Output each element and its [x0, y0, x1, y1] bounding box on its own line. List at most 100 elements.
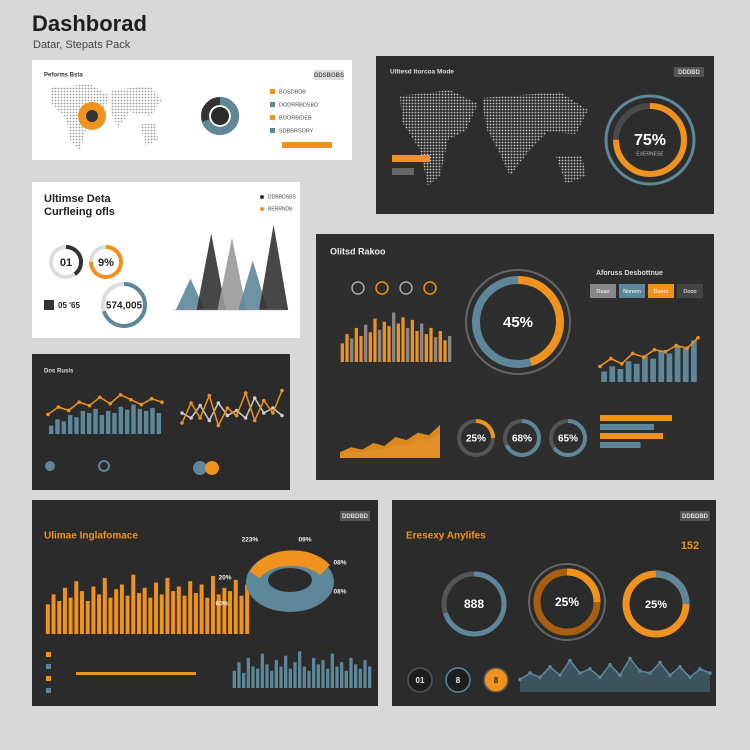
hbar [600, 424, 654, 430]
bar [345, 334, 349, 362]
legend-dot [260, 195, 264, 199]
bar [284, 655, 288, 688]
bar [260, 653, 264, 688]
point [619, 362, 624, 366]
bar [165, 577, 170, 634]
bar [682, 348, 689, 382]
point [280, 413, 284, 418]
bar [193, 593, 198, 634]
bar [378, 329, 382, 362]
bar [392, 312, 396, 362]
point [262, 398, 266, 403]
ring-arc [613, 103, 687, 177]
point [685, 346, 689, 351]
point [696, 336, 700, 340]
progress-bar [392, 168, 414, 175]
bar [148, 597, 153, 634]
badge: DDSBOBS [314, 73, 344, 79]
bar [232, 670, 236, 688]
ring-arc [49, 245, 83, 279]
world-map [50, 84, 588, 186]
legend-item: BERRNDB [268, 206, 293, 212]
bar [216, 594, 221, 634]
progress-bar [76, 672, 196, 675]
outer-ring [528, 563, 606, 641]
bar [354, 664, 358, 688]
bar [358, 668, 362, 688]
legend-item: DODRRBDSBD [279, 102, 318, 108]
ring-arc [549, 419, 587, 457]
button-label[interactable]: Daao [596, 289, 609, 295]
point [243, 391, 248, 395]
point [271, 411, 275, 415]
icon [193, 461, 207, 475]
bar [443, 340, 447, 362]
bar [245, 584, 250, 634]
hbar [600, 415, 672, 421]
bar [340, 343, 344, 362]
legend-swatch [270, 89, 275, 94]
ring-arc [101, 282, 147, 328]
bar [222, 587, 227, 634]
bar [270, 670, 274, 688]
bar [105, 410, 111, 434]
bar [124, 409, 130, 434]
button [590, 284, 616, 298]
bar [62, 587, 67, 634]
bar [119, 584, 124, 634]
bar [67, 415, 73, 434]
bar [205, 597, 210, 634]
ring-3d-hole [268, 568, 312, 592]
section-title: Aforuss Desbottnue [596, 270, 663, 277]
area [340, 425, 440, 458]
ring-arc [533, 568, 601, 636]
bar [91, 586, 96, 634]
bar [45, 604, 50, 634]
peak [259, 224, 289, 310]
bar [80, 410, 86, 434]
donut-hole [211, 107, 229, 125]
point [252, 396, 257, 400]
legend-swatch [46, 676, 51, 681]
point [180, 421, 184, 425]
bar [102, 577, 107, 634]
bar [125, 595, 130, 634]
mini-ring [423, 281, 437, 295]
point [628, 656, 632, 661]
bar [387, 326, 391, 362]
ring-arc [441, 571, 507, 637]
bar [48, 425, 54, 434]
button-label[interactable]: Nonem [623, 289, 641, 295]
button-label[interactable]: Dooo [683, 289, 696, 295]
bar [396, 323, 400, 362]
ring-arc [457, 419, 495, 457]
bar [307, 670, 311, 688]
ring-label: 9% [98, 257, 114, 269]
panel-title: Dos Rusis [44, 369, 74, 375]
bar [112, 413, 117, 434]
bar [274, 660, 278, 688]
ring-label: 65% [558, 434, 578, 445]
point [243, 416, 248, 420]
ring-arc [503, 419, 541, 457]
bar [131, 404, 136, 434]
point [598, 364, 602, 369]
pie-label: 223% [242, 537, 259, 544]
bar [373, 318, 377, 362]
ring-label: 75% [634, 132, 666, 149]
bar [601, 371, 607, 382]
pie-label: 08% [333, 589, 346, 596]
ring-label: 25% [555, 595, 579, 609]
point [618, 673, 622, 677]
legend-swatch [270, 115, 275, 120]
bar [448, 335, 452, 362]
peak [196, 233, 226, 310]
icon-box [44, 300, 54, 310]
button-label[interactable]: Doerc [654, 289, 669, 295]
line [519, 657, 711, 681]
peak [238, 260, 268, 310]
point [207, 393, 212, 398]
point [207, 418, 212, 423]
bar [401, 317, 405, 362]
